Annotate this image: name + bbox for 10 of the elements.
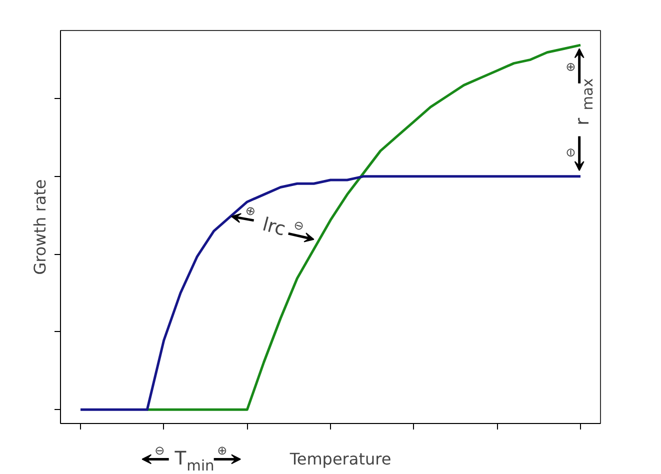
x-axis-title: Temperature (288, 450, 392, 469)
annotation: lrc (260, 214, 288, 240)
annotation: ⊖ (292, 217, 306, 234)
annotation: rmax (572, 78, 596, 126)
y-axis-title: Growth rate (30, 179, 50, 275)
annotation: ⊕ (244, 202, 258, 220)
text: ⊖ (154, 444, 165, 458)
annotation: ⊖ (564, 148, 578, 158)
text: ⊕ (217, 444, 228, 458)
annotation: ⊕ (564, 62, 578, 72)
